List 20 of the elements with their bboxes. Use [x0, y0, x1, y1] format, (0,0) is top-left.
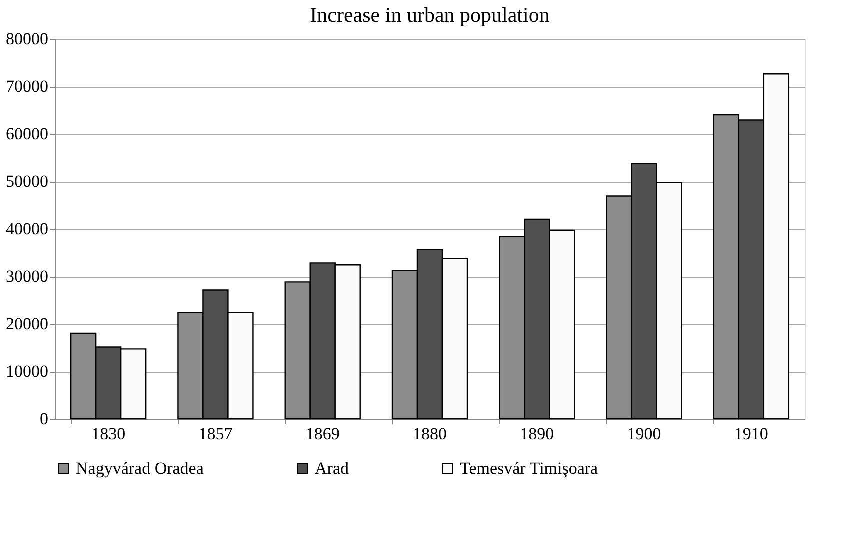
y-tick-label: 10000	[6, 362, 48, 381]
legend-label: Nagyvárad Oradea	[76, 458, 204, 478]
x-tick-label: 1857	[198, 424, 234, 444]
x-tick-label: 1890	[520, 424, 554, 444]
x-tick-label: 1910	[734, 424, 768, 444]
y-tick-label: 70000	[6, 77, 48, 96]
x-tick-label: 1900	[627, 424, 662, 444]
y-tick-label: 20000	[6, 314, 48, 334]
legend-label: Arad	[315, 458, 350, 478]
chart-title: Increase in urban population	[310, 3, 550, 27]
y-tick-label: 40000	[6, 220, 48, 238]
x-tick-label: 1830	[92, 424, 126, 444]
x-tick-label: 1880	[413, 424, 447, 444]
y-tick-label: 0	[40, 410, 48, 428]
y-tick-label: 30000	[6, 267, 48, 286]
x-tick-label: 1869	[306, 424, 340, 444]
y-tick-label: 50000	[6, 172, 48, 191]
legend-label: Temesvár Timişoara	[460, 458, 599, 478]
y-tick-label: 60000	[6, 124, 48, 144]
y-tick-label: 80000	[6, 30, 48, 48]
